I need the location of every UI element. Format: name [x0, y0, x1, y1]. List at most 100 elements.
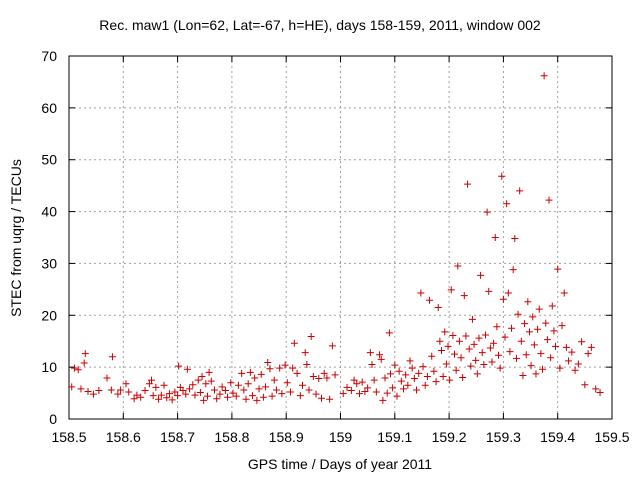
- data-point: [315, 375, 323, 383]
- data-point: [460, 292, 468, 300]
- data-point: [558, 322, 566, 330]
- data-point: [77, 385, 85, 393]
- data-point: [307, 333, 315, 341]
- data-point: [578, 338, 586, 346]
- data-point: [423, 372, 431, 380]
- data-point: [117, 386, 125, 394]
- data-point: [581, 381, 589, 389]
- data-point: [530, 341, 538, 349]
- x-tick-label: 158.6: [106, 429, 141, 445]
- data-point: [186, 385, 194, 393]
- data-point: [459, 374, 467, 382]
- data-point: [244, 380, 252, 388]
- data-point: [257, 370, 265, 378]
- data-point: [490, 339, 498, 347]
- data-point: [198, 372, 206, 380]
- data-point: [216, 390, 224, 398]
- data-point: [240, 386, 248, 394]
- data-point: [419, 363, 427, 371]
- data-point: [538, 365, 546, 373]
- data-point: [389, 384, 397, 392]
- data-point: [203, 392, 211, 400]
- data-point: [317, 394, 325, 402]
- data-point: [472, 356, 480, 364]
- data-point: [506, 348, 514, 356]
- data-point: [298, 381, 306, 389]
- data-point: [442, 360, 450, 368]
- data-point: [485, 287, 493, 295]
- data-point: [356, 390, 364, 398]
- data-point: [272, 386, 280, 394]
- data-point: [174, 392, 182, 400]
- data-point: [331, 371, 339, 379]
- data-point: [545, 196, 553, 204]
- data-point: [483, 208, 491, 216]
- data-point: [213, 395, 221, 403]
- data-point: [441, 328, 449, 336]
- data-point: [255, 385, 263, 393]
- data-point: [370, 376, 378, 384]
- x-tick-label: 158.5: [51, 429, 86, 445]
- data-point: [521, 320, 529, 328]
- data-point: [368, 361, 376, 369]
- data-point: [202, 380, 210, 388]
- data-point: [386, 370, 394, 378]
- data-point: [130, 395, 138, 403]
- data-point: [281, 361, 289, 369]
- data-point: [264, 358, 272, 366]
- data-point: [413, 386, 421, 394]
- y-tick-label: 10: [41, 359, 57, 375]
- data-point: [364, 384, 372, 392]
- data-point: [499, 295, 507, 303]
- data-point: [381, 374, 389, 382]
- data-point: [125, 388, 133, 396]
- data-point: [80, 359, 88, 367]
- data-point: [465, 345, 473, 353]
- data-point: [525, 328, 533, 336]
- data-point: [385, 329, 393, 337]
- data-point: [262, 383, 270, 391]
- data-point: [246, 368, 254, 376]
- data-point: [543, 336, 551, 344]
- data-point: [532, 370, 540, 378]
- data-point: [293, 369, 301, 377]
- data-point: [495, 351, 503, 359]
- data-point: [326, 395, 334, 403]
- data-point: [508, 324, 516, 332]
- data-point: [229, 389, 237, 397]
- y-tick-label: 40: [41, 204, 57, 220]
- data-point: [493, 323, 501, 331]
- data-point: [452, 366, 460, 374]
- y-tick-label: 70: [41, 48, 57, 64]
- data-point: [207, 377, 215, 385]
- x-tick-labels: 158.5 158.6 158.7 158.8 158.9 159 159.1 159.2 15…: [51, 429, 629, 445]
- data-point: [251, 374, 259, 382]
- data-point: [108, 353, 116, 361]
- data-point: [183, 365, 191, 373]
- axis-ticks: [68, 55, 613, 420]
- data-point: [309, 372, 317, 380]
- data-point: [504, 289, 512, 297]
- data-point: [305, 386, 313, 394]
- data-point: [196, 389, 204, 397]
- data-point: [488, 358, 496, 366]
- data-point: [81, 350, 89, 358]
- data-point: [366, 349, 374, 357]
- data-point: [379, 396, 387, 404]
- grid-lines: [69, 56, 612, 419]
- data-point: [501, 333, 509, 341]
- data-point: [457, 354, 465, 362]
- data-point: [323, 374, 331, 382]
- y-axis-label: STEC from uqrg / TECUs: [8, 159, 24, 317]
- data-point: [509, 266, 517, 274]
- data-point: [556, 364, 564, 372]
- data-point: [175, 362, 183, 370]
- data-point: [266, 365, 274, 373]
- data-point: [444, 342, 452, 350]
- x-tick-label: 159.2: [432, 429, 467, 445]
- data-point: [587, 343, 595, 351]
- data-point: [224, 393, 232, 401]
- data-point: [145, 380, 153, 388]
- data-point: [574, 360, 582, 368]
